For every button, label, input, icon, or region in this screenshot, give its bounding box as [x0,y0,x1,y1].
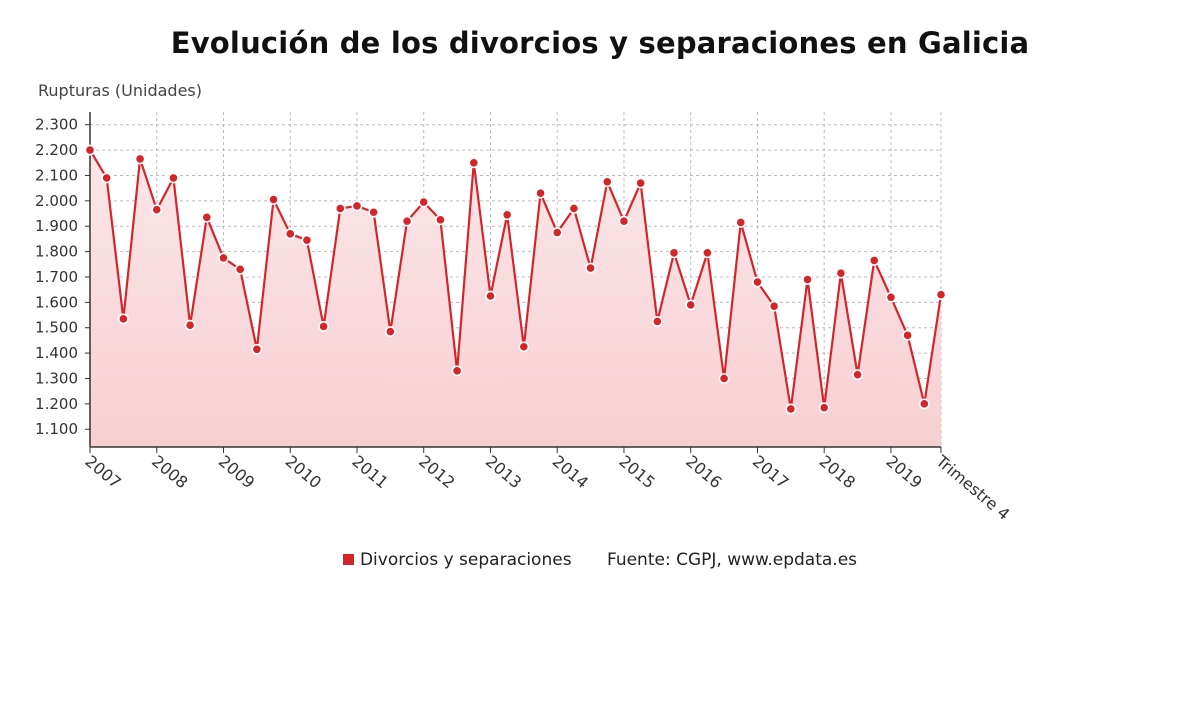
legend-label: Divorcios y separaciones [359,550,572,570]
data-point [752,276,763,288]
data-point [668,247,680,259]
data-point [501,209,513,221]
data-point [935,289,947,301]
line-chart: 1.100 1.200 1.300 1.400 1.500 1.600 1.700 1.800… [35,81,1013,524]
y-tick-label: 2.100 [35,166,78,184]
x-tick-label: 2019 [882,452,925,493]
y-tick-label: 2.300 [35,116,78,134]
area-fill [90,150,941,447]
data-point [585,262,596,274]
data-points [84,144,947,415]
series-path [89,149,943,411]
x-tick-labels: 2007 2008 2009 2010 2011 2012 2013 2014 2015 2016… [81,451,1013,524]
x-tick-label: 2017 [749,452,792,493]
data-point [218,252,229,264]
legend-swatch [342,553,354,565]
chart-title: Evolución de los divorcios y separacione… [170,26,1030,60]
data-point [368,206,380,218]
data-point [568,203,580,214]
legend-item[interactable]: Divorcios y separaciones [342,550,572,570]
x-tick-label: 2011 [348,452,391,493]
data-point [101,172,113,184]
y-tick-label: 1.500 [35,319,78,337]
data-point [868,255,880,266]
y-tick-label: 1.300 [35,369,78,387]
data-point [351,200,363,212]
data-point [785,403,797,415]
data-point [902,329,914,341]
source-credit: Fuente: CGPJ, www.epdata.es [606,550,858,570]
data-point [518,341,530,353]
data-point [168,172,179,184]
y-tick-label: 1.100 [35,420,78,438]
y-tick-label: 1.400 [35,344,78,362]
data-point [635,177,647,189]
data-point [201,211,213,223]
series-area [90,150,941,447]
y-axis-label: Rupturas (Unidades) [38,81,202,100]
data-point [768,300,780,312]
data-point [268,194,279,205]
x-tick-label: Trimestre 4 [932,451,1014,524]
data-point [535,187,546,199]
x-tick-label: 2018 [816,452,859,493]
y-tick-label: 1.200 [35,395,78,413]
y-tick-labels: 1.100 1.200 1.300 1.400 1.500 1.600 1.700 1.800… [35,116,78,439]
data-point [117,313,129,325]
data-point [184,319,196,331]
data-point [334,203,346,214]
y-tick-label: 2.000 [35,192,78,210]
data-point [284,228,296,240]
data-point [802,274,813,285]
data-point [468,157,480,169]
x-tick-label: 2014 [549,452,592,493]
data-point [151,204,163,216]
data-point [685,299,697,311]
data-point [318,321,330,332]
y-tick-label: 1.600 [35,293,78,311]
data-point [718,373,730,384]
data-point [451,365,463,377]
data-point [735,216,747,228]
data-point [384,326,396,337]
data-point [251,343,263,355]
data-point [134,153,146,165]
data-point [301,234,313,246]
data-point [601,176,613,188]
y-tick-label: 1.800 [35,243,78,261]
axes [85,112,942,453]
series-line [89,149,943,411]
x-tick-label: 2010 [282,452,325,493]
data-point [84,144,96,156]
x-tick-label: 2013 [482,452,525,493]
data-point [401,215,413,227]
x-tick-label: 2009 [215,452,258,493]
data-point [852,369,863,381]
x-tick-label: 2008 [148,452,191,493]
data-point [651,315,663,327]
y-tick-label: 1.700 [35,268,78,286]
legend: Divorcios y separaciones Fuente: CGPJ, w… [0,550,1200,570]
x-tick-label: 2007 [81,452,124,493]
data-point [435,214,446,226]
x-tick-label: 2016 [682,452,725,493]
y-tick-label: 1.900 [35,217,78,235]
data-point [885,291,897,303]
data-point [234,263,246,275]
data-point [485,290,496,302]
data-point [701,247,713,259]
x-tick-label: 2012 [415,452,458,493]
data-point [551,227,563,238]
data-point [818,402,830,414]
data-point [835,267,847,279]
data-point [918,398,930,410]
data-point [418,196,430,208]
y-tick-label: 2.200 [35,141,78,159]
x-tick-label: 2015 [615,452,658,493]
data-point [618,215,630,227]
